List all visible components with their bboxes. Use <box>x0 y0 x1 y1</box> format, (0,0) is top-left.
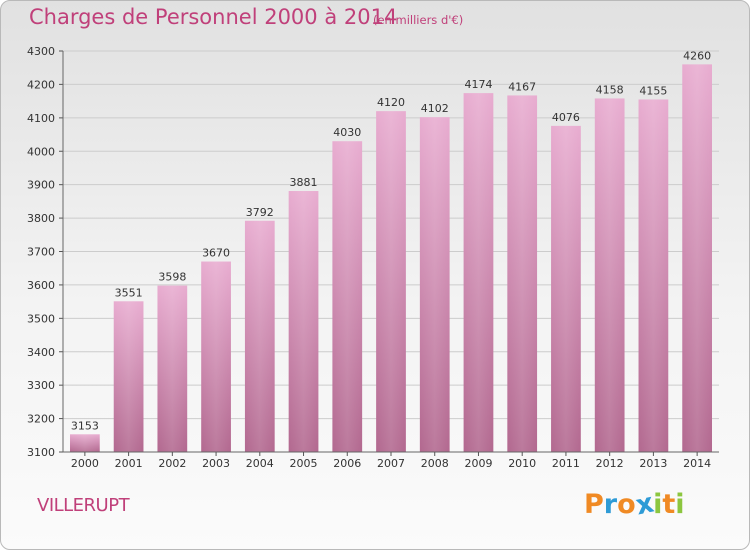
y-tick-label: 3500 <box>27 312 55 325</box>
chart-subtitle: (en milliers d'€) <box>373 13 464 27</box>
bar-highlight <box>288 191 319 452</box>
bar-highlight <box>638 99 669 453</box>
bar-highlight <box>157 285 188 452</box>
x-tick-label: 2009 <box>464 457 492 470</box>
city-name: VILLERUPT <box>37 495 130 516</box>
x-tick-label: 2014 <box>683 457 711 470</box>
chart-title: Charges de Personnel 2000 à 2014 <box>29 5 398 29</box>
bar-value-label: 4076 <box>552 111 580 124</box>
bar-value-label: 4120 <box>377 96 405 109</box>
y-tick-label: 3800 <box>27 212 55 225</box>
x-tick-label: 2002 <box>158 457 186 470</box>
bar-highlight <box>594 98 625 453</box>
bar-highlight <box>682 64 713 452</box>
bar-highlight <box>507 95 538 453</box>
bar-value-label: 4155 <box>639 84 667 97</box>
bar-value-label: 4260 <box>683 49 711 62</box>
bar-value-label: 3881 <box>290 176 318 189</box>
x-tick-label: 2013 <box>639 457 667 470</box>
x-tick-label: 2004 <box>246 457 274 470</box>
bar-value-label: 4174 <box>464 78 492 91</box>
y-axis: 3100 3200 3300 3400 3500 3600 3700 3800 3900 4000… <box>27 45 64 459</box>
bar-value-label: 3792 <box>246 206 274 219</box>
bar-highlight <box>113 301 144 452</box>
x-axis: 2000 2001 2002 2003 2004 2005 2006 2007 2008 2009… <box>63 451 719 470</box>
bar-value-label: 4102 <box>421 102 449 115</box>
y-tick-label: 3600 <box>27 279 55 292</box>
bar-highlight <box>244 220 275 452</box>
logo-letter: i <box>653 489 663 520</box>
y-tick-label: 3300 <box>27 379 55 392</box>
x-tick-label: 2007 <box>377 457 405 470</box>
y-tick-label: 3400 <box>27 346 55 359</box>
bar-value-label: 3551 <box>115 286 143 299</box>
bar-value-label: 4167 <box>508 80 536 93</box>
proxiti-logo[interactable]: Proxiti <box>584 488 685 522</box>
y-tick-label: 4300 <box>27 45 55 58</box>
bar-value-label: 3598 <box>158 271 186 284</box>
x-tick-label: 2011 <box>552 457 580 470</box>
logo-letter: o <box>617 489 636 520</box>
bar-highlight <box>69 434 100 452</box>
bar-value-label: 4158 <box>596 83 624 96</box>
y-tick-label: 4200 <box>27 78 55 91</box>
logo-letter: r <box>603 489 618 520</box>
x-tick-label: 2006 <box>333 457 361 470</box>
x-tick-label: 2005 <box>290 457 318 470</box>
logo-letter: i <box>675 489 685 520</box>
x-tick-label: 2003 <box>202 457 230 470</box>
x-tick-label: 2001 <box>115 457 143 470</box>
bar-value-label: 3153 <box>71 419 99 432</box>
bar-highlight <box>551 125 581 452</box>
x-tick-label: 2008 <box>421 457 449 470</box>
bar-value-label: 3670 <box>202 247 230 260</box>
bar-highlight <box>419 117 450 452</box>
bar-highlight <box>332 141 363 452</box>
x-tick-label: 2010 <box>508 457 536 470</box>
bar-highlight <box>463 93 494 452</box>
bar-highlight <box>376 111 406 453</box>
logo-letter: t <box>662 489 676 520</box>
y-tick-label: 3700 <box>27 246 55 259</box>
bar-value-label: 4030 <box>333 126 361 139</box>
x-tick-label: 2000 <box>71 457 99 470</box>
y-tick-label: 3100 <box>27 446 55 459</box>
logo-letter: P <box>584 489 604 520</box>
y-tick-label: 4100 <box>27 112 55 125</box>
y-tick-label: 3200 <box>27 413 55 426</box>
x-tick-label: 2012 <box>596 457 624 470</box>
bars: 3153 3551 3598 3670 3792 3881 4030 4120 4102 4174… <box>69 49 713 453</box>
y-tick-label: 3900 <box>27 179 55 192</box>
bar-highlight <box>201 261 231 452</box>
y-tick-label: 4000 <box>27 145 55 158</box>
